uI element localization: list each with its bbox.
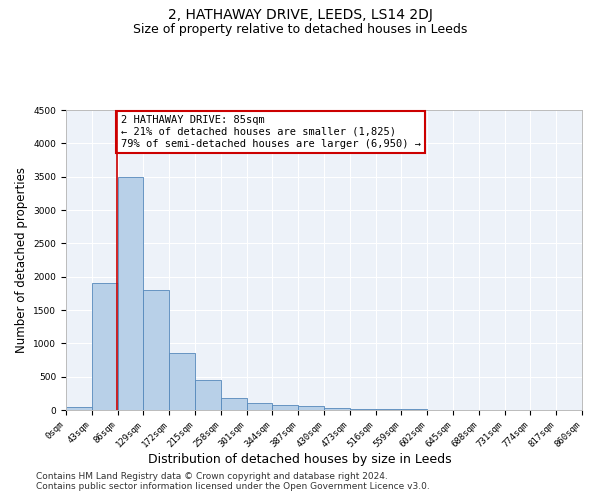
Bar bbox=[118, 176, 143, 410]
Bar bbox=[169, 354, 195, 410]
Text: Contains public sector information licensed under the Open Government Licence v3: Contains public sector information licen… bbox=[36, 482, 430, 491]
Bar bbox=[92, 284, 118, 410]
Text: Distribution of detached houses by size in Leeds: Distribution of detached houses by size … bbox=[148, 452, 452, 466]
Bar bbox=[298, 406, 324, 410]
Bar bbox=[350, 409, 376, 410]
Bar bbox=[324, 408, 350, 410]
Bar bbox=[66, 406, 92, 410]
Bar bbox=[247, 404, 272, 410]
Y-axis label: Number of detached properties: Number of detached properties bbox=[15, 167, 28, 353]
Text: 2 HATHAWAY DRIVE: 85sqm
← 21% of detached houses are smaller (1,825)
79% of semi: 2 HATHAWAY DRIVE: 85sqm ← 21% of detache… bbox=[121, 116, 421, 148]
Text: 2, HATHAWAY DRIVE, LEEDS, LS14 2DJ: 2, HATHAWAY DRIVE, LEEDS, LS14 2DJ bbox=[167, 8, 433, 22]
Bar bbox=[221, 398, 247, 410]
Bar bbox=[195, 380, 221, 410]
Bar bbox=[143, 290, 169, 410]
Text: Size of property relative to detached houses in Leeds: Size of property relative to detached ho… bbox=[133, 22, 467, 36]
Bar bbox=[272, 405, 298, 410]
Text: Contains HM Land Registry data © Crown copyright and database right 2024.: Contains HM Land Registry data © Crown c… bbox=[36, 472, 388, 481]
